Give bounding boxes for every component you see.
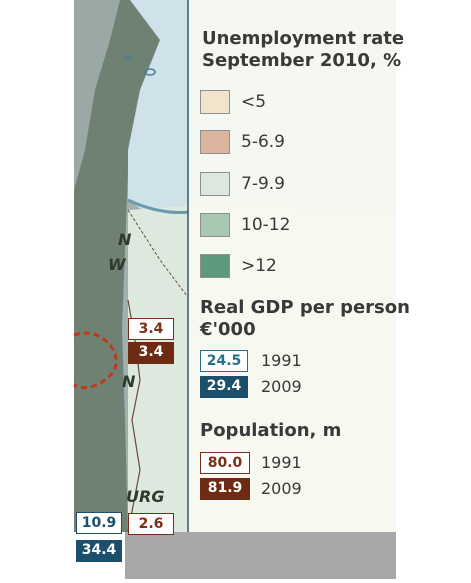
swatch-under-5 xyxy=(200,90,230,114)
bottom-gdp-2009-box: 34.4 xyxy=(76,540,122,562)
swatch-label: <5 xyxy=(241,92,267,112)
map-letter: N xyxy=(118,230,132,249)
population-year-1991: 1991 xyxy=(261,453,302,472)
swatch-over-12 xyxy=(200,254,230,278)
population-1991-box: 80.0 xyxy=(200,452,250,474)
coastal-water xyxy=(74,0,120,190)
population-legend-title: Population, m xyxy=(200,420,342,441)
page-margin xyxy=(396,0,471,579)
legend-panel xyxy=(188,0,396,532)
population-2009-box: 81.9 xyxy=(200,478,250,500)
state-border xyxy=(73,331,118,390)
land-west xyxy=(74,0,190,532)
bottom-gdp-1991-box: 10.9 xyxy=(76,512,122,534)
region-border xyxy=(127,209,191,301)
gdp-legend-title: Real GDP per person xyxy=(200,297,410,318)
map-letter: W xyxy=(108,255,126,274)
population-year-2009: 2009 xyxy=(261,479,302,498)
swatch-label: 7-9.9 xyxy=(241,174,285,194)
gdp-legend-subtitle: €'000 xyxy=(200,319,256,340)
gdp-year-1991: 1991 xyxy=(261,351,302,370)
gdp-1991-box: 24.5 xyxy=(200,350,248,372)
map-letter: N xyxy=(122,372,136,391)
bottom-population-box: 2.6 xyxy=(128,513,174,535)
swatch-7-9.9 xyxy=(200,172,230,196)
grey-footer-band xyxy=(125,532,396,579)
swatch-5-6.9 xyxy=(200,130,230,154)
island xyxy=(124,55,132,61)
gdp-year-2009: 2009 xyxy=(261,377,302,396)
map-letter: URG xyxy=(126,487,165,506)
island xyxy=(144,68,156,76)
swatch-label: 5-6.9 xyxy=(241,132,285,152)
unemployment-legend-subtitle: September 2010, % xyxy=(202,50,402,71)
swatch-label: 10-12 xyxy=(241,215,291,235)
region-population-1991-box: 3.4 xyxy=(128,318,174,340)
unemployment-legend-title: Unemployment rate xyxy=(202,28,405,49)
gdp-2009-box: 29.4 xyxy=(200,376,248,398)
river xyxy=(127,198,191,214)
swatch-label: >12 xyxy=(241,256,277,276)
region-population-2009-box: 3.4 xyxy=(128,342,174,364)
swatch-10-12 xyxy=(200,213,230,237)
